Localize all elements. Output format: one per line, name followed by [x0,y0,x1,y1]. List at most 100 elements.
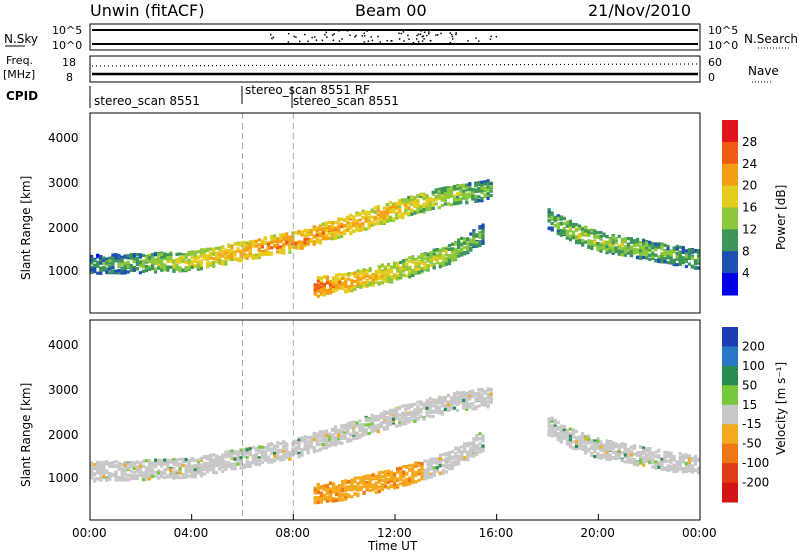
velocity-cell [399,473,403,477]
velocity-cell [184,475,188,479]
velocity-cell [693,458,698,462]
velocity-cell [648,460,652,464]
velocity-cell [565,439,569,444]
velocity-cell [568,438,573,442]
velocity-cell [224,466,228,470]
power-cell [395,201,399,206]
power-cell [422,202,426,206]
power-cell [480,180,484,184]
velocity-cell [431,414,435,419]
power-cell [438,265,442,269]
power-cell [212,264,216,268]
velocity-cell [666,454,670,458]
velocity-cell [443,405,447,409]
power-cell [440,188,444,192]
power-cell [617,249,621,253]
power-cell [457,243,461,247]
velocity-cell [105,478,109,482]
velocity-cell [380,487,384,492]
velocity-cell [344,493,348,497]
power-cell [282,236,286,240]
power-cell [571,230,576,234]
power-cell [565,229,569,233]
power-cell [321,233,325,237]
velocity-cell [681,456,685,460]
velocity-cell [425,406,429,410]
velocity-cell [260,460,264,464]
power-cell [632,247,637,251]
power-cell [368,269,372,273]
velocity-cell [356,492,360,496]
velocity-cell [620,458,624,462]
nsky-point [400,32,403,35]
velocity-cell [475,450,479,454]
power-cell [269,240,274,244]
velocity-cell [312,450,316,454]
velocity-cell [318,442,322,446]
velocity-cell [462,395,466,399]
velocity-cell [617,456,621,460]
velocity-cell [341,483,345,488]
velocity-cell [441,452,445,456]
nsky-point [298,40,301,43]
velocity-cell [417,478,421,482]
velocity-cell [559,439,563,443]
velocity-cell [361,422,365,427]
velocity-colorbar-swatch [722,385,738,406]
power-cell [385,219,390,223]
site-title: Unwin (fitACF) [90,1,204,20]
velocity-cell [111,463,115,467]
power-cell [434,202,438,206]
power-cell [596,241,600,246]
velocity-cell [344,494,348,499]
power-cell [404,198,408,202]
velocity-cell [599,447,603,451]
velocity-cell [344,497,348,501]
power-cell [629,240,634,245]
power-cell [477,181,481,185]
power-cell [312,235,316,239]
velocity-cell [593,454,597,459]
power-cell [457,246,461,250]
power-cell [306,237,310,241]
power-colorbar-tick: 24 [742,157,757,171]
velocity-cell [313,497,317,501]
power-cell [449,191,454,195]
velocity-cell [221,464,225,468]
velocity-cell [456,395,460,399]
velocity-cell [370,422,374,426]
velocity-cell [285,442,289,446]
velocity-cell [447,457,452,461]
nsky-point [271,37,273,40]
velocity-cell [446,405,451,409]
power-cell [462,195,466,199]
power-cell [440,203,444,208]
velocity-colorbar-swatch [722,365,738,386]
power-cell [144,268,149,273]
power-cell [288,244,292,248]
velocity-cell [325,486,330,491]
velocity-cell [642,456,646,460]
power-cell [431,190,435,194]
power-cell [358,225,362,229]
power-cell [341,287,345,291]
velocity-cell [399,467,403,471]
velocity-cell [584,448,588,452]
velocity-cell [160,460,164,465]
power-cell [450,254,455,258]
power-cell [429,253,433,257]
power-cell [438,248,442,252]
velocity-cell [465,397,469,401]
power-cell [587,230,591,234]
power-cell [260,245,264,249]
power-cell [187,263,191,267]
velocity-cell [590,440,594,445]
power-cell [481,228,485,232]
velocity-cell [472,440,476,444]
velocity-cell [350,478,354,482]
velocity-cell [374,486,378,490]
velocity-cell [669,460,673,464]
velocity-cell [349,439,353,443]
power-cell [324,222,329,226]
